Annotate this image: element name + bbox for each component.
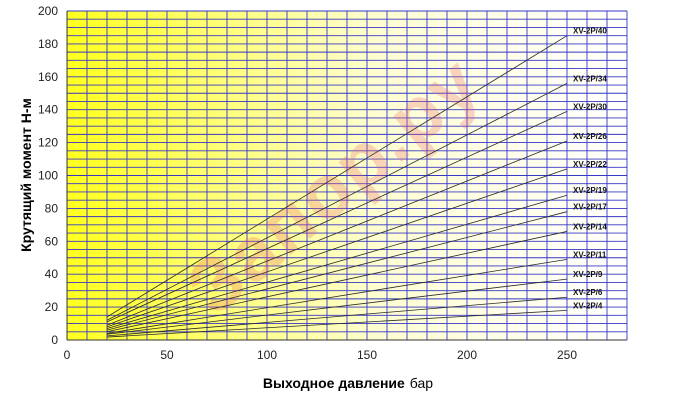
series-label: XV-2P/40 <box>573 27 607 36</box>
x-axis-title: Выходное давление бар <box>263 375 433 391</box>
series-label: XV-2P/9 <box>573 270 603 279</box>
series-line <box>106 35 568 318</box>
y-axis-title: Крутящий момент Н-м <box>18 98 34 252</box>
series-label: XV-2P/30 <box>573 102 607 111</box>
y-tick-label: 200 <box>38 4 58 18</box>
series-labels: XV-2P/40 XV-2P/34 XV-2P/30 XV-2P/26 XV-2P/22… <box>573 27 607 311</box>
series-label: XV-2P/22 <box>573 160 607 169</box>
x-tick-label: 250 <box>557 348 577 362</box>
series-line <box>106 309 568 338</box>
series-line <box>106 296 568 337</box>
series-label: XV-2P/6 <box>573 288 603 297</box>
series-line <box>106 83 568 321</box>
series-line <box>106 140 568 326</box>
y-tick-label: 180 <box>38 37 58 51</box>
y-tick-label: 20 <box>45 300 59 314</box>
x-axis-title-main: Выходное давление <box>263 375 405 391</box>
series-label: XV-2P/34 <box>573 74 607 83</box>
axes <box>66 11 627 341</box>
y-tick-label: 60 <box>45 234 59 248</box>
x-tick-label: 0 <box>64 348 71 362</box>
series-label: XV-2P/14 <box>573 222 607 231</box>
series-label: XV-2P/4 <box>573 301 603 310</box>
series-line <box>106 259 568 334</box>
y-tick-label: 0 <box>51 333 58 347</box>
y-tick-label: 40 <box>45 267 59 281</box>
series-line <box>106 278 568 335</box>
series-line <box>106 168 568 328</box>
x-tick-label: 150 <box>357 348 377 362</box>
x-tick-labels: 0 50 100 150 200 250 <box>64 348 578 362</box>
series-line <box>106 194 568 329</box>
x-axis-title-unit: бар <box>410 375 433 391</box>
y-tick-label: 100 <box>38 169 58 183</box>
series-line <box>106 231 568 333</box>
series-label: XV-2P/19 <box>573 186 607 195</box>
grid-lines <box>66 10 628 341</box>
series-line <box>106 211 568 331</box>
y-tick-label: 80 <box>45 201 59 215</box>
x-tick-label: 50 <box>160 348 174 362</box>
x-tick-label: 100 <box>257 348 277 362</box>
y-tick-labels: 0 20 40 60 80 100 120 140 160 180 200 <box>38 4 58 347</box>
x-tick-label: 200 <box>457 348 477 362</box>
y-tick-label: 160 <box>38 70 58 84</box>
y-tick-label: 120 <box>38 136 58 150</box>
series-label: XV-2P/17 <box>573 203 607 212</box>
series-line <box>106 110 568 323</box>
series-label: XV-2P/26 <box>573 132 607 141</box>
y-tick-label: 140 <box>38 103 58 117</box>
series-label: XV-2P/11 <box>573 250 607 259</box>
series-lines <box>106 35 568 338</box>
